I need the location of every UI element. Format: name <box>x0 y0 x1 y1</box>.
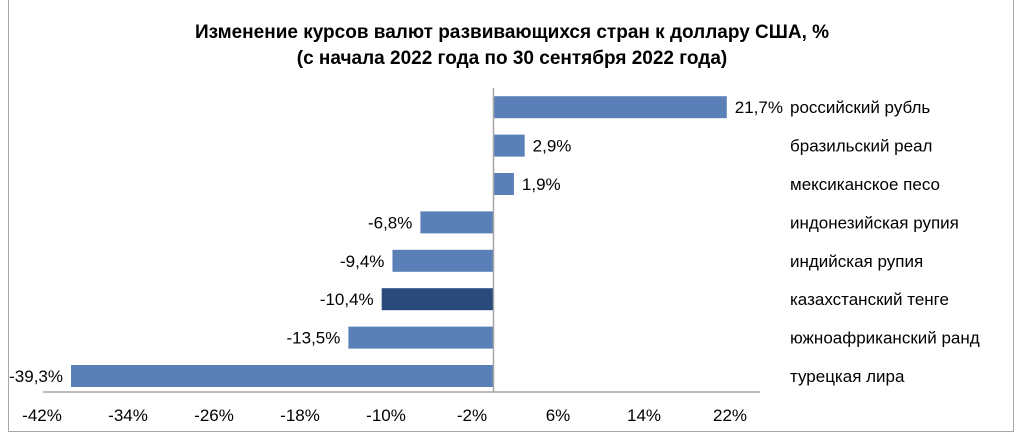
data-label: 21,7% <box>735 98 783 117</box>
data-label: 1,9% <box>522 175 561 194</box>
bar <box>420 211 494 234</box>
bar <box>493 96 727 119</box>
bar <box>381 288 494 311</box>
category-label: казахстанский тенге <box>790 290 949 309</box>
x-tick-label: 6% <box>546 406 571 425</box>
data-label: -9,4% <box>340 252 384 271</box>
x-tick-label: -42% <box>22 406 62 425</box>
x-tick-label: -18% <box>280 406 320 425</box>
bar <box>493 173 514 195</box>
category-label: индийская рупия <box>790 252 923 271</box>
data-label: 2,9% <box>533 137 572 156</box>
category-label: мексиканское песо <box>790 175 940 194</box>
data-label: -13,5% <box>287 329 341 348</box>
chart-frame <box>8 0 1014 432</box>
category-label: индонезийская рупия <box>790 213 959 232</box>
data-label: -10,4% <box>320 290 374 309</box>
bar <box>493 134 525 157</box>
chart-subtitle: (с начала 2022 года по 30 сентября 2022 … <box>296 48 728 69</box>
category-label: южноафриканский ранд <box>790 329 980 348</box>
x-tick-label: -10% <box>366 406 406 425</box>
category-label: российский рубль <box>790 98 930 117</box>
x-tick-label: -34% <box>108 406 148 425</box>
bar <box>71 365 494 387</box>
chart-title: Изменение курсов валют развивающихся стр… <box>194 22 830 43</box>
category-label: турецкая лира <box>790 367 905 386</box>
data-label: -39,3% <box>9 367 63 386</box>
x-tick-label: -26% <box>194 406 234 425</box>
x-tick-label: 22% <box>713 406 747 425</box>
x-tick-label: 14% <box>627 406 661 425</box>
data-label: -6,8% <box>368 213 412 232</box>
x-tick-label: -2% <box>457 406 487 425</box>
category-label: бразильский реал <box>790 137 932 156</box>
bar <box>348 326 494 349</box>
bar <box>392 249 494 272</box>
